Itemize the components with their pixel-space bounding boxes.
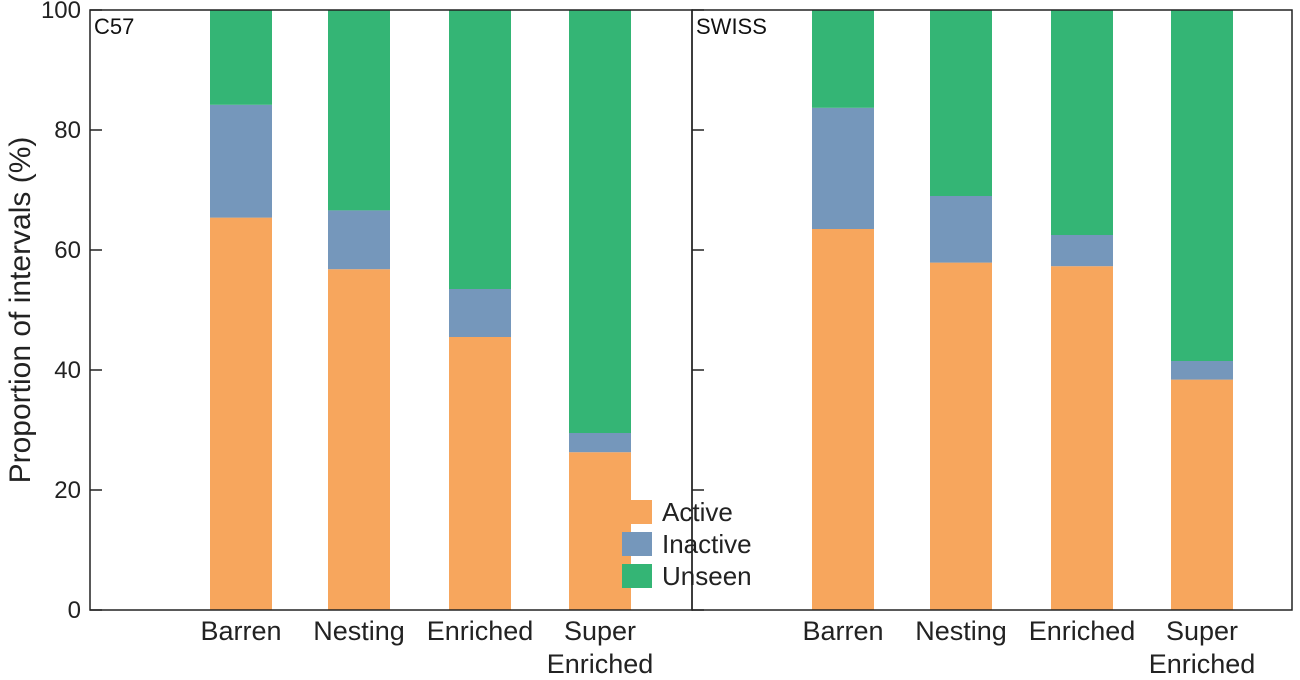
- bar-segment-inactive: [210, 104, 272, 218]
- legend-swatch-active: [622, 500, 652, 524]
- bar-segment-active: [210, 217, 272, 610]
- bar-segment-inactive: [1171, 361, 1233, 380]
- bar-segment-active: [449, 337, 511, 610]
- y-tick-label: 40: [54, 357, 81, 384]
- chart-panels: Barren Nesting Enriched SuperEnrichedC57Bar…: [89, 9, 1293, 679]
- bar-segment-unseen: [930, 10, 992, 196]
- bar-segment-inactive: [812, 107, 874, 229]
- legend-swatch-unseen: [622, 564, 652, 588]
- x-category-label: Barren: [200, 616, 281, 646]
- bar-segment-inactive: [449, 289, 511, 337]
- x-category-label: Enriched: [547, 649, 654, 679]
- bar-segment-active: [812, 229, 874, 610]
- bar-segment-unseen: [449, 10, 511, 289]
- bar-segment-active: [1171, 379, 1233, 610]
- bar-segment-inactive: [328, 210, 390, 270]
- y-axis: 0 20 40 60 80 100: [41, 0, 102, 624]
- y-tick-label: 60: [54, 237, 81, 264]
- y-tick-label: 100: [41, 0, 81, 24]
- bar-segment-inactive: [1051, 235, 1113, 267]
- x-category-label: Enriched: [1149, 649, 1256, 679]
- y-tick-label: 20: [54, 477, 81, 504]
- bar-segment-active: [569, 452, 631, 610]
- legend-label-inactive: Inactive: [662, 529, 752, 559]
- y-tick-label: 0: [68, 597, 81, 624]
- bar-segment-unseen: [569, 10, 631, 433]
- x-category-label: Super: [1166, 616, 1238, 646]
- x-category-label: Super: [564, 616, 636, 646]
- legend-swatch-inactive: [622, 532, 652, 556]
- x-category-label: Enriched: [1029, 616, 1136, 646]
- bar-segment-unseen: [210, 10, 272, 105]
- y-tick-label: 80: [54, 117, 81, 144]
- x-category-label: Nesting: [915, 616, 1007, 646]
- y-axis-title: Proportion of intervals (%): [4, 137, 37, 484]
- panel-frame: [691, 9, 1293, 611]
- bar-segment-inactive: [930, 196, 992, 263]
- bar-segment-unseen: [328, 10, 390, 211]
- legend-label-active: Active: [662, 497, 733, 527]
- bar-segment-active: [328, 269, 390, 610]
- bar-segment-unseen: [812, 10, 874, 108]
- legend-label-unseen: Unseen: [662, 561, 752, 591]
- bar-segment-unseen: [1171, 10, 1233, 361]
- bar-segment-active: [930, 262, 992, 610]
- x-category-label: Barren: [802, 616, 883, 646]
- x-category-label: Nesting: [313, 616, 405, 646]
- panel-label: C57: [94, 14, 134, 39]
- bar-segment-unseen: [1051, 10, 1113, 235]
- bar-segment-active: [1051, 266, 1113, 610]
- panel-label: SWISS: [696, 14, 767, 39]
- bar-segment-inactive: [569, 433, 631, 453]
- x-category-label: Enriched: [427, 616, 534, 646]
